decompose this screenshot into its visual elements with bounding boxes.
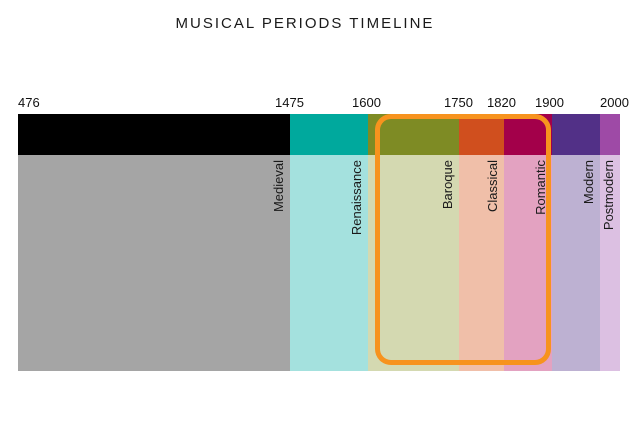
period-band-bottom (290, 155, 368, 371)
period-band-bottom (552, 155, 600, 371)
period-band-top (459, 114, 504, 155)
period-band-bottom (368, 155, 459, 371)
year-label: 1475 (275, 95, 304, 110)
period-band-top (600, 114, 620, 155)
year-label: 2000 (600, 95, 629, 110)
period-label: Modern (581, 160, 596, 205)
diagram-title: MUSICAL PERIODS TIMELINE (175, 15, 435, 32)
period-label: Postmodern (601, 160, 616, 231)
period-label-wrap: Medieval (269, 160, 287, 360)
period-band-bottom (600, 155, 620, 371)
highlight-box (375, 114, 551, 365)
period-band-bottom (459, 155, 504, 371)
period-band-bottom (504, 155, 552, 371)
year-label: 1600 (352, 95, 381, 110)
year-label: 1900 (535, 95, 564, 110)
period-band-top (18, 114, 290, 155)
period-label-wrap: Postmodern (599, 160, 617, 360)
period-label: Medieval (271, 160, 286, 213)
period-label: Renaissance (349, 160, 364, 236)
year-label: 1750 (444, 95, 473, 110)
period-band-bottom (18, 155, 290, 371)
period-label-wrap: Modern (579, 160, 597, 360)
year-label: 1820 (487, 95, 516, 110)
year-label: 476 (18, 95, 40, 110)
period-band-top (552, 114, 600, 155)
period-label-wrap: Renaissance (347, 160, 365, 360)
period-band-top (290, 114, 368, 155)
